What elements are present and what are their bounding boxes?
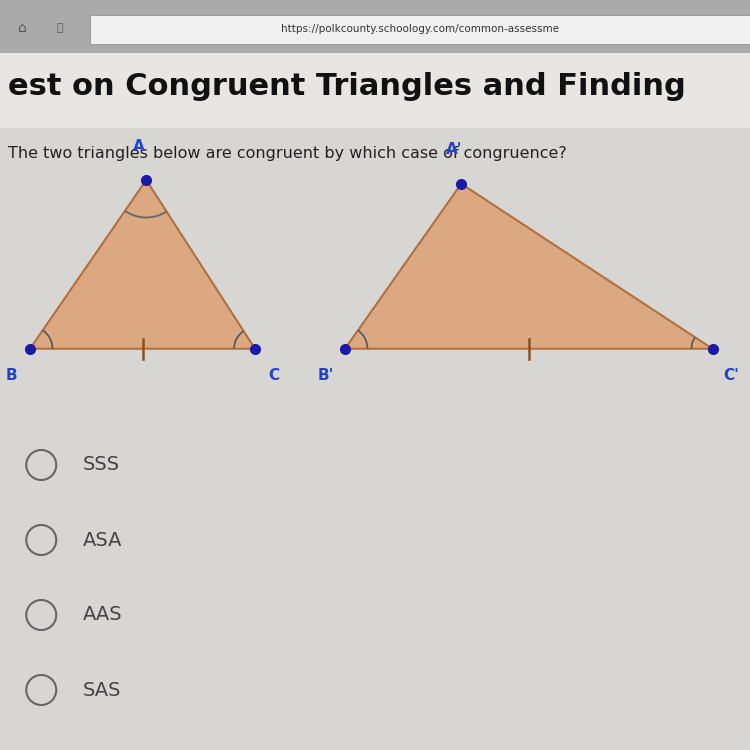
Text: ASA: ASA — [82, 530, 122, 550]
Text: B': B' — [318, 368, 334, 382]
Text: A': A' — [446, 142, 462, 158]
Bar — [0, 128, 750, 750]
Text: A: A — [133, 139, 145, 154]
Bar — [0, 53, 750, 128]
Text: est on Congruent Triangles and Finding: est on Congruent Triangles and Finding — [8, 72, 686, 100]
Text: SAS: SAS — [82, 680, 121, 700]
Text: C': C' — [723, 368, 740, 382]
Text: https://polkcounty.schoology.com/common-assessme: https://polkcounty.schoology.com/common-… — [281, 24, 559, 34]
Polygon shape — [345, 184, 712, 349]
Polygon shape — [30, 180, 255, 349]
Text: AAS: AAS — [82, 605, 122, 625]
Bar — [0, 0, 750, 53]
Text: ⌂: ⌂ — [18, 21, 27, 34]
Text: The two triangles below are congruent by which case of congruence?: The two triangles below are congruent by… — [8, 146, 566, 161]
Text: C: C — [268, 368, 279, 382]
Text: SSS: SSS — [82, 455, 120, 475]
Bar — [90, 15, 750, 44]
Text: 🔒: 🔒 — [57, 22, 63, 33]
Text: B: B — [5, 368, 17, 382]
